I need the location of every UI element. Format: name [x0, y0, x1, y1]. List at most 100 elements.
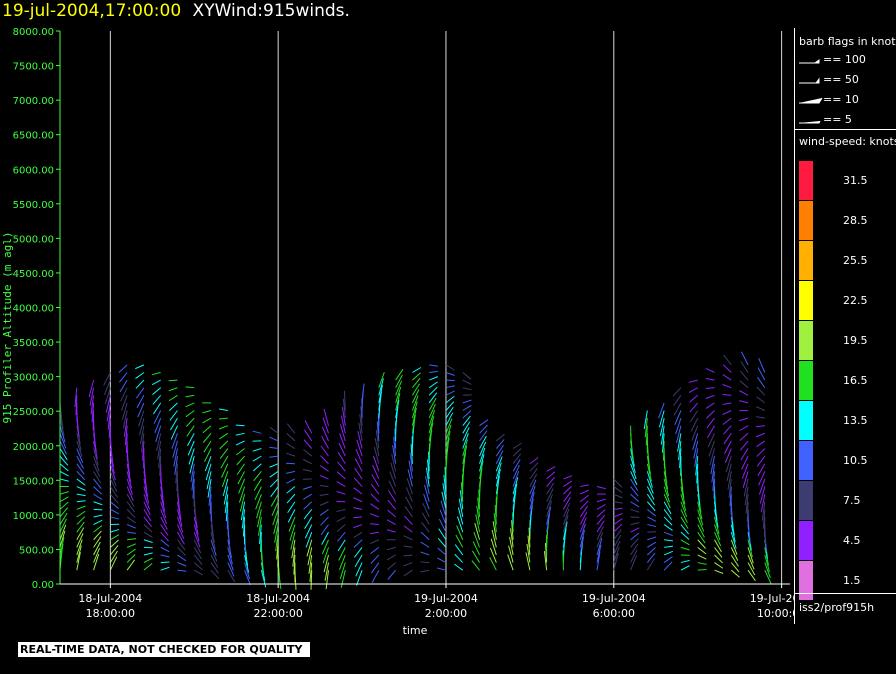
wind-barb: [123, 418, 128, 437]
wind-barb: [404, 506, 413, 518]
wind-barb: [307, 547, 313, 566]
wind-barb: [153, 410, 162, 424]
wind-barb: [739, 370, 749, 381]
wind-barb: [143, 539, 153, 544]
wind-barb: [193, 524, 200, 542]
wind-barb: [371, 562, 380, 574]
wind-barb: [93, 440, 98, 459]
wind-barb: [225, 501, 229, 522]
wind-barb: [424, 484, 430, 502]
wind-barb: [712, 471, 715, 491]
wind-barb: [126, 548, 136, 556]
wind-barb: [647, 508, 656, 517]
wind-barb: [412, 367, 422, 373]
wind-barb: [579, 494, 589, 503]
wind-barb: [127, 531, 136, 534]
wind-barb: [663, 556, 673, 563]
wind-barb: [370, 523, 379, 526]
wind-barb: [338, 554, 346, 570]
wind-barb: [546, 471, 556, 480]
barb-legend-item: == 50: [797, 73, 859, 86]
wind-barb: [154, 417, 162, 434]
wind-barb: [274, 524, 279, 543]
colorbar-label: 10.5: [843, 454, 868, 467]
wind-barb: [680, 486, 686, 505]
wind-barb: [764, 547, 770, 566]
wind-barb: [706, 417, 715, 429]
wind-barb: [512, 453, 522, 465]
barb-legend-label: == 5: [823, 113, 852, 126]
wind-barb: [59, 417, 65, 436]
wind-barb: [688, 387, 698, 393]
wind-barb: [596, 538, 603, 556]
wind-barb: [408, 460, 413, 480]
wind-barb: [59, 440, 68, 455]
wind-barb: [760, 494, 766, 513]
barb-flag-icon: [799, 59, 820, 64]
wind-barb: [223, 486, 229, 505]
wind-barb: [613, 540, 621, 556]
wind-barb: [663, 493, 671, 509]
wind-barb: [512, 448, 522, 457]
wind-barb: [411, 407, 417, 426]
wind-barb: [697, 562, 707, 565]
wind-barb: [252, 463, 262, 472]
y-tick-label: 4500.00: [13, 269, 54, 280]
wind-barb: [76, 455, 85, 469]
wind-barb: [254, 486, 262, 501]
wind-barb: [188, 448, 195, 465]
wind-barb: [185, 394, 195, 398]
wind-barb: [136, 395, 145, 408]
wind-barb: [527, 535, 531, 556]
wind-barb: [741, 351, 749, 366]
wind-barb: [472, 541, 480, 556]
wind-barb: [139, 417, 145, 436]
wind-barb: [323, 408, 329, 426]
wind-barb: [647, 524, 657, 528]
wind-barb: [390, 462, 397, 480]
x-tick-label-date: 18-Jul-2004: [78, 592, 142, 605]
wind-barb: [663, 561, 673, 571]
wind-barb: [170, 417, 178, 431]
wind-barb: [236, 463, 246, 475]
wind-barb: [227, 539, 232, 558]
wind-barb: [76, 440, 83, 457]
wind-barb: [187, 440, 195, 456]
wind-barb: [423, 493, 430, 510]
colorbar-swatch: [799, 561, 813, 600]
wind-barb: [730, 547, 739, 561]
wind-barb: [428, 422, 434, 442]
wind-barb: [174, 456, 178, 476]
wind-barb: [747, 554, 755, 570]
wind-barb: [395, 369, 404, 381]
y-tick-label: 7500.00: [13, 62, 54, 73]
wind-barb: [142, 440, 145, 461]
y-tick-label: 6500.00: [13, 131, 54, 142]
wind-barb: [322, 547, 329, 564]
wind-barb: [697, 531, 706, 544]
wind-barb: [563, 475, 573, 480]
wind-barb: [691, 425, 699, 441]
wind-barb: [709, 448, 715, 466]
wind-barb: [59, 496, 69, 503]
wind-barb: [739, 432, 749, 441]
wind-barb: [93, 547, 100, 563]
wind-barb: [473, 531, 481, 548]
wind-barb: [724, 440, 732, 454]
wind-barb: [512, 465, 520, 480]
wind-barb: [210, 532, 216, 550]
wind-barb: [321, 426, 329, 442]
y-tick-label: 1000.00: [13, 511, 54, 522]
wind-barb: [439, 509, 447, 525]
wind-barb: [405, 487, 413, 502]
barb-flag-icon: [799, 77, 820, 84]
wind-barb: [596, 526, 604, 540]
x-tick-label-time: 10:00:00: [757, 607, 794, 620]
wind-barb: [293, 554, 296, 575]
y-tick-label: 3000.00: [13, 373, 54, 384]
wind-barb: [210, 539, 217, 556]
y-axis-label: 915 Profiler Altitude (m agl): [1, 231, 14, 423]
colorbar-label: 4.5: [843, 534, 861, 547]
wind-barb: [160, 546, 170, 553]
wind-barb: [697, 546, 707, 555]
